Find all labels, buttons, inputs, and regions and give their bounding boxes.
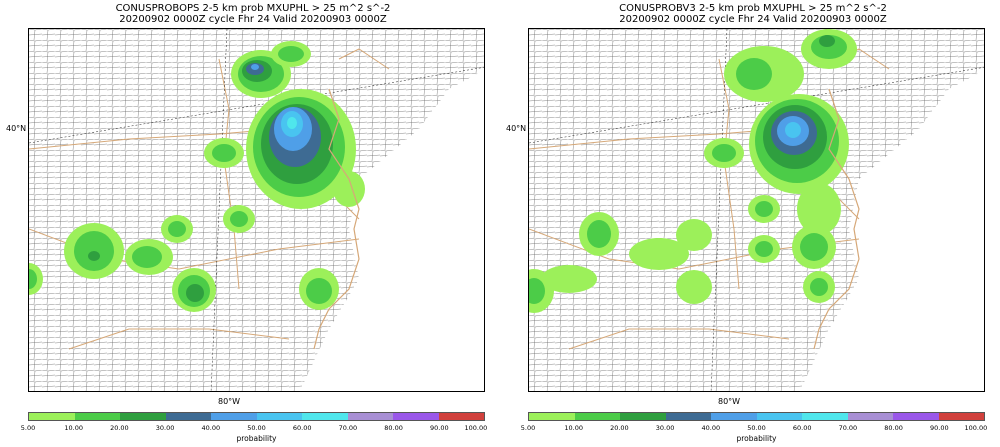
ocean bbox=[299, 70, 484, 391]
colorbar-segment bbox=[711, 413, 757, 420]
colorbar-tick: 90.00 bbox=[929, 424, 949, 432]
colorbar-segment bbox=[438, 413, 484, 420]
colorbar-segment bbox=[847, 413, 893, 420]
graticule bbox=[29, 29, 484, 391]
colorbar-ticks: 5.00 10.00 20.00 30.00 40.00 50.00 60.00… bbox=[521, 424, 988, 433]
colorbar-tick: 50.00 bbox=[747, 424, 766, 432]
lat-label: 40°N bbox=[6, 124, 27, 133]
left-panel: CONUSPROBOPS 2-5 km prob MXUPHL > 25 m^2… bbox=[6, 0, 488, 447]
coastline bbox=[313, 88, 360, 350]
colorbar-tick: 30.00 bbox=[655, 424, 675, 432]
colorbar-tick: 70.00 bbox=[338, 424, 358, 432]
colorbar-tick: 100.00 bbox=[964, 424, 988, 432]
probability-contours bbox=[529, 29, 857, 313]
colorbar-tick: 10.00 bbox=[64, 424, 83, 432]
colorbar-tick: 100.00 bbox=[464, 424, 488, 432]
colorbar-segment bbox=[574, 413, 620, 420]
colorbar-label: probability bbox=[236, 434, 277, 443]
colorbar-tick: 5.00 bbox=[20, 424, 36, 432]
ocean bbox=[799, 70, 984, 391]
colorbar-tick: 40.00 bbox=[701, 424, 721, 432]
panel-title: CONUSPROBOPS 2-5 km prob MXUPHL > 25 m^2… bbox=[115, 3, 391, 14]
probability-map bbox=[28, 28, 485, 392]
colorbar-segment bbox=[529, 413, 575, 420]
colorbar-segment bbox=[802, 413, 848, 420]
colorbar-tick: 10.00 bbox=[564, 424, 583, 432]
colorbar bbox=[28, 412, 485, 421]
colorbar-tick: 40.00 bbox=[201, 424, 221, 432]
panel-subtitle: 20200902 0000Z cycle Fhr 24 Valid 202009… bbox=[619, 14, 887, 25]
colorbar-tick: 50.00 bbox=[247, 424, 266, 432]
colorbar-tick: 80.00 bbox=[884, 424, 903, 432]
colorbar-tick: 20.00 bbox=[110, 424, 129, 432]
colorbar-segment bbox=[120, 413, 166, 420]
colorbar-segment bbox=[165, 413, 211, 420]
coastline bbox=[813, 88, 860, 350]
map-layer bbox=[529, 29, 984, 391]
lat-label: 40°N bbox=[506, 124, 527, 133]
colorbar-tick: 5.00 bbox=[520, 424, 536, 432]
panel-title: CONUSPROBV3 2-5 km prob MXUPHL > 25 m^2 … bbox=[619, 3, 887, 14]
colorbar-segment bbox=[393, 413, 439, 420]
graticule bbox=[529, 29, 984, 391]
colorbar-segment bbox=[347, 413, 393, 420]
colorbar-tick: 90.00 bbox=[429, 424, 449, 432]
right-panel: CONUSPROBV3 2-5 km prob MXUPHL > 25 m^2 … bbox=[506, 0, 988, 447]
colorbar-tick: 80.00 bbox=[384, 424, 403, 432]
lon-label: 80°W bbox=[218, 397, 241, 406]
colorbar bbox=[528, 412, 985, 421]
colorbar-tick: 60.00 bbox=[292, 424, 312, 432]
colorbar-ticks: 5.00 10.00 20.00 30.00 40.00 50.00 60.00… bbox=[21, 424, 488, 433]
colorbar-segment bbox=[74, 413, 120, 420]
colorbar-tick: 30.00 bbox=[155, 424, 175, 432]
colorbar-segment bbox=[665, 413, 711, 420]
panel-subtitle: 20200902 0000Z cycle Fhr 24 Valid 202009… bbox=[119, 14, 387, 25]
colorbar-segment bbox=[756, 413, 802, 420]
probability-contours bbox=[29, 41, 365, 312]
colorbar-segment bbox=[29, 413, 75, 420]
colorbar-segment bbox=[211, 413, 257, 420]
colorbar-segment bbox=[938, 413, 984, 420]
colorbar-segment bbox=[893, 413, 939, 420]
lon-label: 80°W bbox=[718, 397, 741, 406]
colorbar-segment bbox=[302, 413, 348, 420]
colorbar-tick: 70.00 bbox=[838, 424, 858, 432]
colorbar-segment bbox=[256, 413, 302, 420]
colorbar-segment bbox=[620, 413, 666, 420]
colorbar-label: probability bbox=[736, 434, 777, 443]
colorbar-tick: 60.00 bbox=[792, 424, 812, 432]
colorbar-tick: 20.00 bbox=[610, 424, 629, 432]
probability-map bbox=[528, 28, 985, 392]
map-layer bbox=[29, 29, 484, 391]
